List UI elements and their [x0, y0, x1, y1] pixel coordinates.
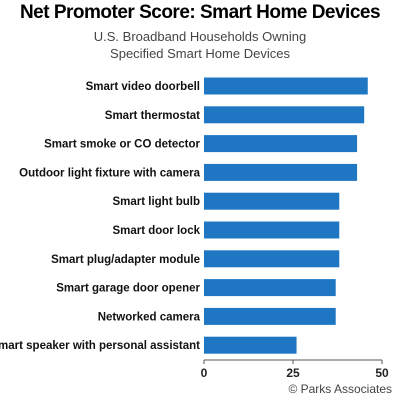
- category-label: Smart garage door opener: [56, 283, 200, 295]
- bar: [204, 135, 358, 153]
- bar: [204, 336, 297, 354]
- category-label: Smart light bulb: [112, 196, 200, 208]
- chart-title: Net Promoter Score: Smart Home Devices: [19, 2, 381, 23]
- source-credit: © Parks Associates: [288, 382, 392, 396]
- category-label: Smart door lock: [112, 225, 200, 237]
- chart-subtitle-line-2: Specified Smart Home Devices: [110, 46, 290, 61]
- category-label: Outdoor light fixture with camera: [19, 167, 200, 179]
- chart-subtitle-line-1: U.S. Broadband Households Owning: [93, 29, 307, 44]
- category-label: Smart plug/adapter module: [51, 254, 200, 266]
- category-label: Smart speaker with personal assistant: [0, 340, 200, 352]
- category-label: Smart video doorbell: [86, 81, 200, 93]
- x-tick-label: 25: [286, 366, 300, 380]
- category-label: Smart smoke or CO detector: [44, 139, 200, 151]
- bar: [204, 106, 365, 124]
- bar: [204, 279, 336, 297]
- category-label: Smart thermostat: [105, 110, 200, 122]
- bar: [204, 250, 340, 268]
- x-tick-label: 50: [375, 366, 389, 380]
- bar: [204, 192, 340, 210]
- x-tick-label: 0: [201, 366, 208, 380]
- bar: [204, 163, 358, 181]
- bar: [204, 77, 368, 95]
- category-label: Networked camera: [98, 311, 201, 323]
- bar: [204, 307, 336, 325]
- bar: [204, 221, 340, 239]
